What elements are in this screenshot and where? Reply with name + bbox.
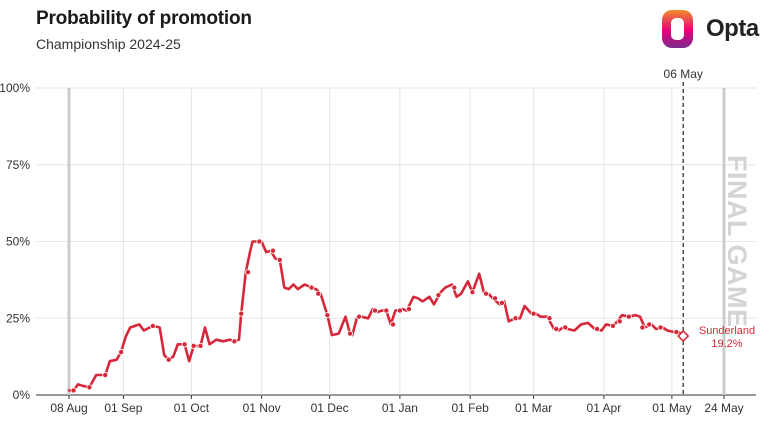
current-date-label: 06 May <box>664 67 703 81</box>
series-marker <box>639 324 646 331</box>
series-marker <box>562 324 569 331</box>
series-marker <box>256 238 263 245</box>
series-marker <box>396 307 403 314</box>
gridlines <box>36 87 756 396</box>
brand-name: Opta <box>706 15 759 42</box>
y-tick-label: 50% <box>6 235 30 249</box>
series-line <box>67 240 685 392</box>
series-marker <box>673 329 680 336</box>
series-marker <box>594 325 601 332</box>
series-marker <box>356 313 363 320</box>
series-marker <box>315 290 322 297</box>
series-marker <box>197 342 204 349</box>
series-marker <box>86 384 93 391</box>
series-marker <box>245 269 252 276</box>
current-value-marker <box>677 329 690 343</box>
series-marker <box>451 284 458 291</box>
x-tick-label: 01 Jan <box>382 401 418 415</box>
series-marker <box>405 306 412 313</box>
x-tick-label: 01 Nov <box>243 401 281 415</box>
x-tick-label: 01 Dec <box>311 401 349 415</box>
series-marker <box>347 330 354 337</box>
y-tick-label: 100% <box>0 81 30 95</box>
series-marker <box>238 310 245 317</box>
series-marker <box>625 313 632 320</box>
x-tick-label: 01 May <box>652 401 691 415</box>
series-marker <box>546 315 553 322</box>
chart-subtitle: Championship 2024-25 <box>36 36 181 52</box>
x-tick-label: 01 Mar <box>515 401 552 415</box>
series-marker <box>276 256 283 263</box>
series-marker <box>498 299 505 306</box>
series-marker <box>324 312 331 319</box>
series-marker <box>190 342 197 349</box>
y-tick-label: 25% <box>6 311 30 325</box>
series-marker <box>616 318 623 325</box>
series-marker <box>483 290 490 297</box>
series-marker <box>118 349 125 356</box>
series-marker <box>149 322 156 329</box>
season-markers <box>67 88 726 395</box>
x-tick-label: 01 Oct <box>174 401 210 415</box>
series-marker <box>308 284 315 291</box>
series-marker <box>609 322 616 329</box>
series-marker <box>269 247 276 254</box>
x-tick-label: 24 May <box>704 401 743 415</box>
x-tick-label: 08 Aug <box>50 401 87 415</box>
series-marker <box>165 356 172 363</box>
series-marker <box>383 307 390 314</box>
series-marker <box>657 324 664 331</box>
y-axis: 0% 25% 50% 75% 100% <box>0 81 30 402</box>
series-sunderland <box>67 238 690 394</box>
chart-title: Probability of promotion <box>36 8 252 29</box>
series-marker <box>181 341 188 348</box>
y-tick-label: 0% <box>13 388 31 402</box>
x-axis: 08 Aug 01 Sep 01 Oct 01 Nov 01 Dec 01 Jan 01 F… <box>50 395 744 415</box>
series-marker <box>231 338 238 345</box>
series-marker <box>371 307 378 314</box>
series-marker <box>435 292 442 299</box>
series-marker <box>469 289 476 296</box>
series-marker <box>390 321 397 328</box>
opta-logo <box>662 10 693 48</box>
final-game-label: FINAL GAME <box>722 155 752 328</box>
series-marker <box>102 372 109 379</box>
y-tick-label: 75% <box>6 158 30 172</box>
team-value-label: 19.2% <box>711 338 742 350</box>
series-marker <box>70 387 77 394</box>
series-marker <box>646 321 653 328</box>
series-marker <box>530 310 537 317</box>
series-marker <box>492 295 499 302</box>
series-marker <box>553 325 560 332</box>
x-tick-label: 01 Sep <box>104 401 142 415</box>
team-name-label: Sunderland <box>699 325 755 337</box>
series-marker <box>512 315 519 322</box>
x-tick-label: 01 Apr <box>587 401 622 415</box>
x-tick-label: 01 Feb <box>451 401 489 415</box>
